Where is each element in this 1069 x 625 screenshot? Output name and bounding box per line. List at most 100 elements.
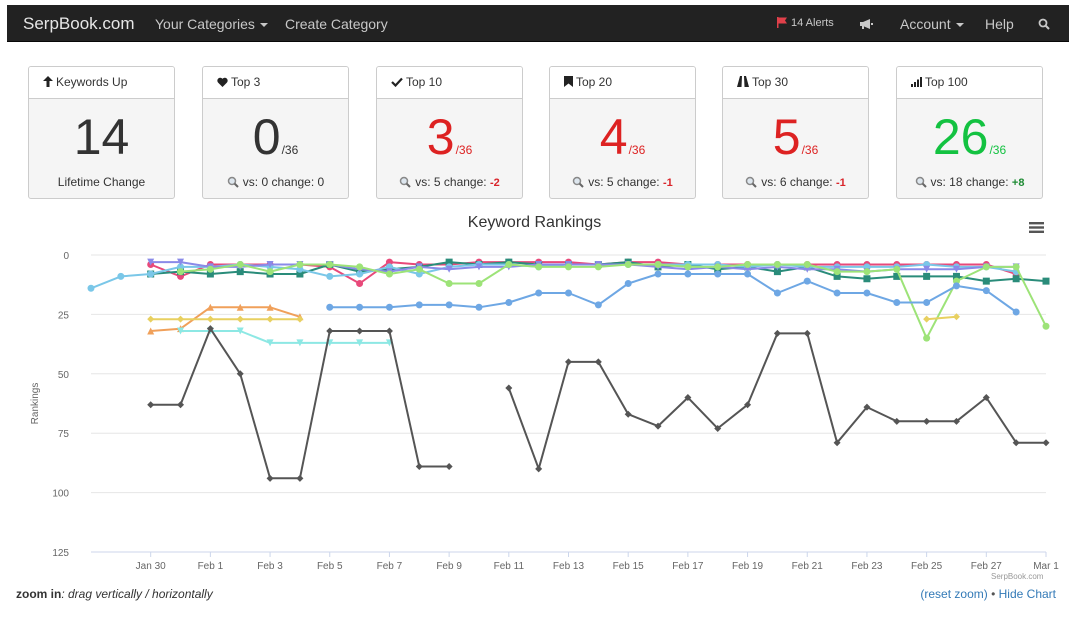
data-point xyxy=(236,315,244,323)
data-point xyxy=(952,313,960,321)
data-point xyxy=(236,261,244,269)
data-point xyxy=(147,270,155,278)
data-point xyxy=(326,327,334,335)
data-point xyxy=(923,299,931,307)
data-point xyxy=(773,261,781,269)
x-tick-label: Feb 9 xyxy=(436,561,462,572)
card-number: 4 xyxy=(599,109,628,165)
card-title: Keywords Up xyxy=(56,75,128,89)
data-point xyxy=(177,268,185,276)
megaphone-icon[interactable] xyxy=(859,17,874,35)
bookmark-icon xyxy=(564,76,573,87)
x-tick-label: Feb 23 xyxy=(851,561,883,572)
data-point xyxy=(236,327,244,335)
y-tick-label: 25 xyxy=(58,310,70,321)
card-footer: vs: 0 change: 0 xyxy=(203,175,348,189)
your-categories-dropdown[interactable]: Your Categories xyxy=(155,16,268,32)
data-point xyxy=(415,462,423,470)
top-100-card: Top 100 26/36 vs: 18 change: +8 xyxy=(896,66,1043,199)
data-point xyxy=(594,358,602,366)
data-point xyxy=(87,284,95,292)
data-point xyxy=(1042,322,1050,330)
magnifier-icon xyxy=(227,176,239,188)
x-tick-label: Feb 15 xyxy=(613,561,645,572)
data-point xyxy=(385,303,393,311)
alerts-link[interactable]: 14 Alerts xyxy=(776,16,834,29)
card-value: 14 xyxy=(29,109,174,165)
data-point xyxy=(385,327,393,335)
data-point xyxy=(505,299,513,307)
data-point xyxy=(684,270,692,278)
data-point xyxy=(624,261,632,269)
data-point xyxy=(744,401,752,409)
x-tick-label: Feb 13 xyxy=(553,561,585,572)
data-point xyxy=(117,272,125,280)
account-dropdown[interactable]: Account xyxy=(900,16,964,32)
card-header: Top 20 xyxy=(550,67,695,99)
data-point xyxy=(206,303,214,311)
card-header: Top 10 xyxy=(377,67,522,99)
data-point xyxy=(296,270,304,278)
data-point xyxy=(1012,263,1020,271)
data-point xyxy=(535,263,543,271)
data-point xyxy=(624,280,632,288)
data-point xyxy=(714,424,722,432)
data-point xyxy=(177,315,185,323)
signal-icon xyxy=(911,77,922,87)
card-denominator: /36 xyxy=(628,143,646,157)
data-point xyxy=(206,265,214,273)
data-point xyxy=(773,268,781,276)
data-point xyxy=(982,287,990,295)
check-icon xyxy=(391,77,403,88)
hide-chart-link[interactable]: Hide Chart xyxy=(998,587,1056,601)
data-point xyxy=(744,261,752,269)
data-point xyxy=(147,401,155,409)
card-change-value: -1 xyxy=(835,177,846,189)
card-value: 5/36 xyxy=(723,109,868,178)
data-point xyxy=(266,339,274,347)
help-link[interactable]: Help xyxy=(985,16,1014,32)
search-icon[interactable] xyxy=(1038,17,1050,35)
card-vs-text: vs: 5 change: xyxy=(415,175,487,189)
data-point xyxy=(952,265,960,273)
data-point xyxy=(565,263,572,271)
data-point xyxy=(206,325,214,333)
card-header: Top 100 xyxy=(897,67,1042,99)
y-axis-title: Rankings xyxy=(30,383,41,425)
brand-logo-link[interactable]: SerpBook.com xyxy=(23,14,135,33)
reset-zoom-link[interactable]: (reset zoom) xyxy=(920,587,988,601)
data-point xyxy=(594,263,602,271)
data-point xyxy=(475,263,483,271)
card-number: 3 xyxy=(426,109,455,165)
create-category-link[interactable]: Create Category xyxy=(285,16,388,32)
heart-icon xyxy=(217,77,228,87)
chart-links: (reset zoom) • Hide Chart xyxy=(920,587,1056,601)
x-tick-label: Feb 27 xyxy=(971,561,1003,572)
data-point xyxy=(475,280,483,288)
x-tick-label: Feb 21 xyxy=(792,561,824,572)
data-point xyxy=(565,358,572,366)
data-point xyxy=(1012,275,1020,283)
data-point xyxy=(863,289,871,297)
data-point xyxy=(445,301,453,309)
data-point xyxy=(684,263,692,271)
data-point xyxy=(833,268,841,276)
magnifier-icon xyxy=(745,176,757,188)
data-point xyxy=(147,327,155,335)
chart-credit: SerpBook.com xyxy=(991,572,1044,581)
data-point xyxy=(982,394,990,402)
card-title: Top 3 xyxy=(231,75,261,89)
card-change-value: -1 xyxy=(662,177,673,189)
data-point xyxy=(893,417,901,425)
data-point xyxy=(445,265,453,273)
card-title: Top 30 xyxy=(752,75,789,89)
card-footer: Lifetime Change xyxy=(57,175,146,189)
rankings-chart[interactable]: 0 25 50 75 100 125 Jan 30 Feb 1 Feb 3 Feb 5 Feb 7 F… xyxy=(0,240,1069,576)
hamburger-menu-icon[interactable] xyxy=(1029,221,1045,239)
card-value: 0/36 xyxy=(203,109,348,178)
card-footer: vs: 5 change: -2 xyxy=(377,175,522,189)
data-point xyxy=(624,410,632,418)
series-line xyxy=(150,306,301,332)
card-number: 5 xyxy=(772,109,801,165)
data-point xyxy=(147,258,155,266)
